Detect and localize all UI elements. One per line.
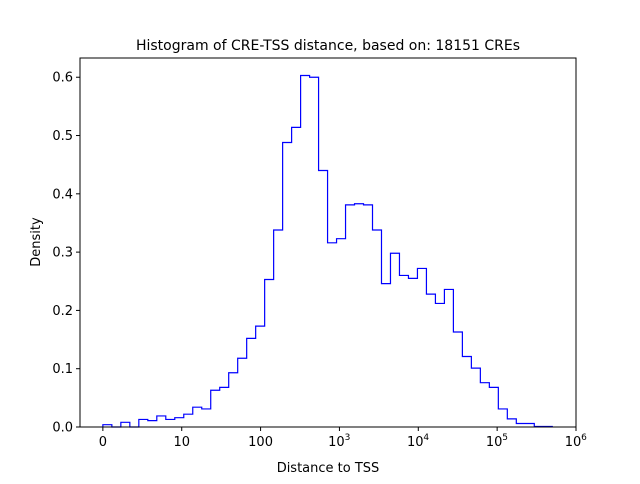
x-tick-exponent: 3 — [345, 433, 351, 443]
histogram-bin — [193, 407, 202, 427]
x-tick-label: 10 — [328, 435, 345, 450]
histogram-bin — [364, 205, 373, 427]
histogram-bin — [238, 358, 247, 427]
histogram-bin — [435, 303, 444, 427]
histogram-bin — [390, 253, 399, 427]
histogram-bin — [247, 338, 256, 427]
histogram-bin — [202, 409, 211, 427]
y-tick-label: 0.1 — [52, 362, 73, 377]
y-tick-label: 0.0 — [52, 421, 73, 436]
y-tick-label: 0.6 — [52, 71, 73, 86]
histogram-bin — [426, 294, 435, 427]
histogram-bin — [373, 230, 382, 427]
x-tick-label: 0 — [99, 435, 107, 450]
x-tick-label: 10 — [173, 435, 190, 450]
x-axis: 0 10 100 10 3 10 4 10 5 10 6 — [99, 427, 587, 450]
histogram-bin — [408, 278, 417, 427]
histogram-bin — [480, 383, 489, 427]
histogram-bin — [157, 416, 166, 427]
histogram-bin — [381, 284, 390, 427]
y-tick-label: 0.5 — [52, 129, 73, 144]
chart-title: Histogram of CRE-TSS distance, based on:… — [136, 38, 520, 54]
histogram-bin — [139, 419, 148, 427]
histogram-bin — [184, 414, 193, 427]
y-axis: 0.0 0.1 0.2 0.3 0.4 0.5 0.6 — [52, 71, 80, 436]
x-tick-exponent: 4 — [423, 433, 429, 443]
x-tick-label: 10 — [407, 435, 424, 450]
histogram-bin — [516, 424, 525, 427]
axes-frame — [79, 57, 577, 428]
histogram-bin — [310, 77, 319, 427]
histogram-bin — [148, 421, 157, 427]
histogram-bin — [444, 289, 453, 427]
histogram-bin — [211, 390, 220, 427]
histogram-bin — [292, 127, 301, 427]
histogram-bin — [319, 171, 328, 427]
histogram-bin — [256, 326, 265, 427]
histogram-bin — [471, 368, 480, 427]
histogram-bin — [507, 419, 516, 427]
histogram-bin — [453, 332, 462, 427]
y-tick-label: 0.2 — [52, 304, 73, 319]
histogram-bin — [175, 418, 184, 427]
histogram-bin — [283, 143, 292, 427]
histogram-bin — [229, 373, 238, 427]
histogram-bin — [328, 243, 337, 427]
x-axis-label: Distance to TSS — [277, 461, 380, 476]
histogram-bin — [121, 422, 130, 427]
histogram-bin — [265, 280, 274, 427]
histogram-bin — [525, 424, 534, 427]
x-tick-exponent: 6 — [581, 433, 587, 443]
x-tick-label: 100 — [248, 435, 273, 450]
x-tick-label: 10 — [486, 435, 503, 450]
y-tick-label: 0.3 — [52, 246, 73, 261]
histogram-bin — [337, 239, 346, 427]
histogram-step-line — [102, 74, 553, 428]
histogram-bin — [417, 268, 426, 427]
x-tick-label: 10 — [565, 435, 582, 450]
histogram-bin — [301, 75, 310, 427]
histogram-bin — [355, 204, 364, 427]
y-tick-label: 0.4 — [52, 187, 73, 202]
x-tick-exponent: 5 — [502, 433, 508, 443]
histogram-bin — [489, 387, 498, 427]
histogram-bin — [498, 409, 507, 427]
histogram-bin — [166, 419, 175, 427]
histogram-bin — [220, 387, 229, 427]
histogram-bin — [462, 356, 471, 427]
histogram-bin — [346, 205, 355, 427]
histogram-bin — [274, 230, 283, 427]
plot-area — [102, 74, 553, 428]
y-axis-label: Density — [29, 217, 44, 267]
histogram-bin — [399, 275, 408, 427]
